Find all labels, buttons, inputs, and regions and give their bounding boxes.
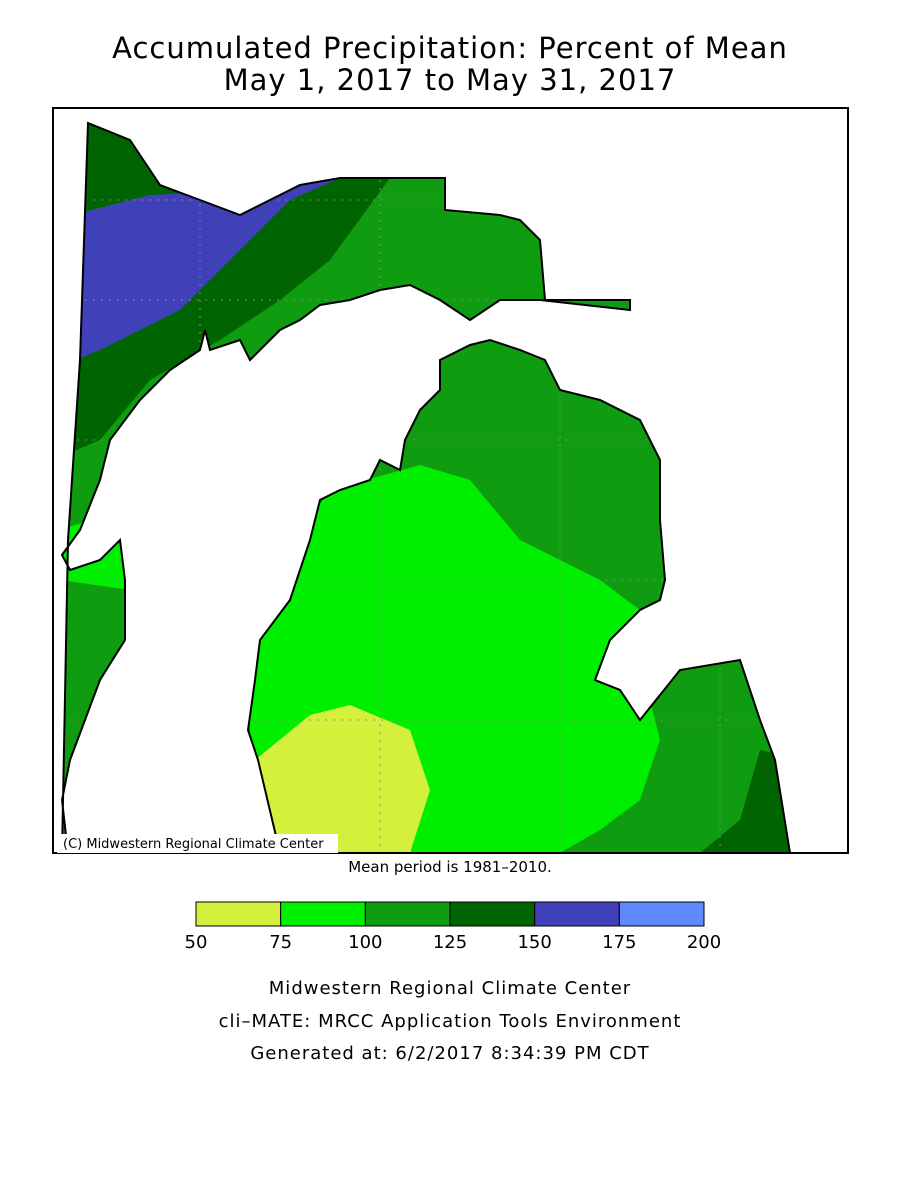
zone — [700, 750, 790, 853]
legend: 50 75 100 125 150 175 200 — [185, 901, 721, 953]
legend-swatch — [280, 901, 366, 927]
legend-swatch — [364, 901, 451, 927]
legend-label: 150 — [517, 932, 551, 953]
zone — [62, 178, 340, 370]
legend-swatch — [449, 901, 536, 927]
legend-label: 175 — [602, 932, 636, 953]
legend-label: 100 — [348, 932, 382, 953]
footer-line: cli–MATE: MRCC Application Tools Environ… — [219, 1011, 682, 1032]
legend-label: 125 — [433, 932, 467, 953]
legend-swatch — [534, 901, 620, 927]
legend-swatch — [618, 901, 705, 927]
copyright: (C) Midwestern Regional Climate Center — [63, 837, 324, 852]
legend-label: 75 — [269, 932, 292, 953]
legend-label: 50 — [185, 932, 208, 953]
copyright-box — [57, 834, 338, 853]
legend-swatch — [195, 901, 282, 927]
footer-line: Generated at: 6/2/2017 8:34:39 PM CDT — [250, 1043, 649, 1064]
title-line: Accumulated Precipitation: Percent of Me… — [112, 31, 788, 65]
zone — [255, 705, 430, 853]
title-line: May 1, 2017 to May 31, 2017 — [224, 63, 677, 97]
footer-line: Midwestern Regional Climate Center — [269, 978, 631, 999]
legend-label: 200 — [687, 932, 721, 953]
mean-note: Mean period is 1981–2010. — [348, 858, 552, 876]
